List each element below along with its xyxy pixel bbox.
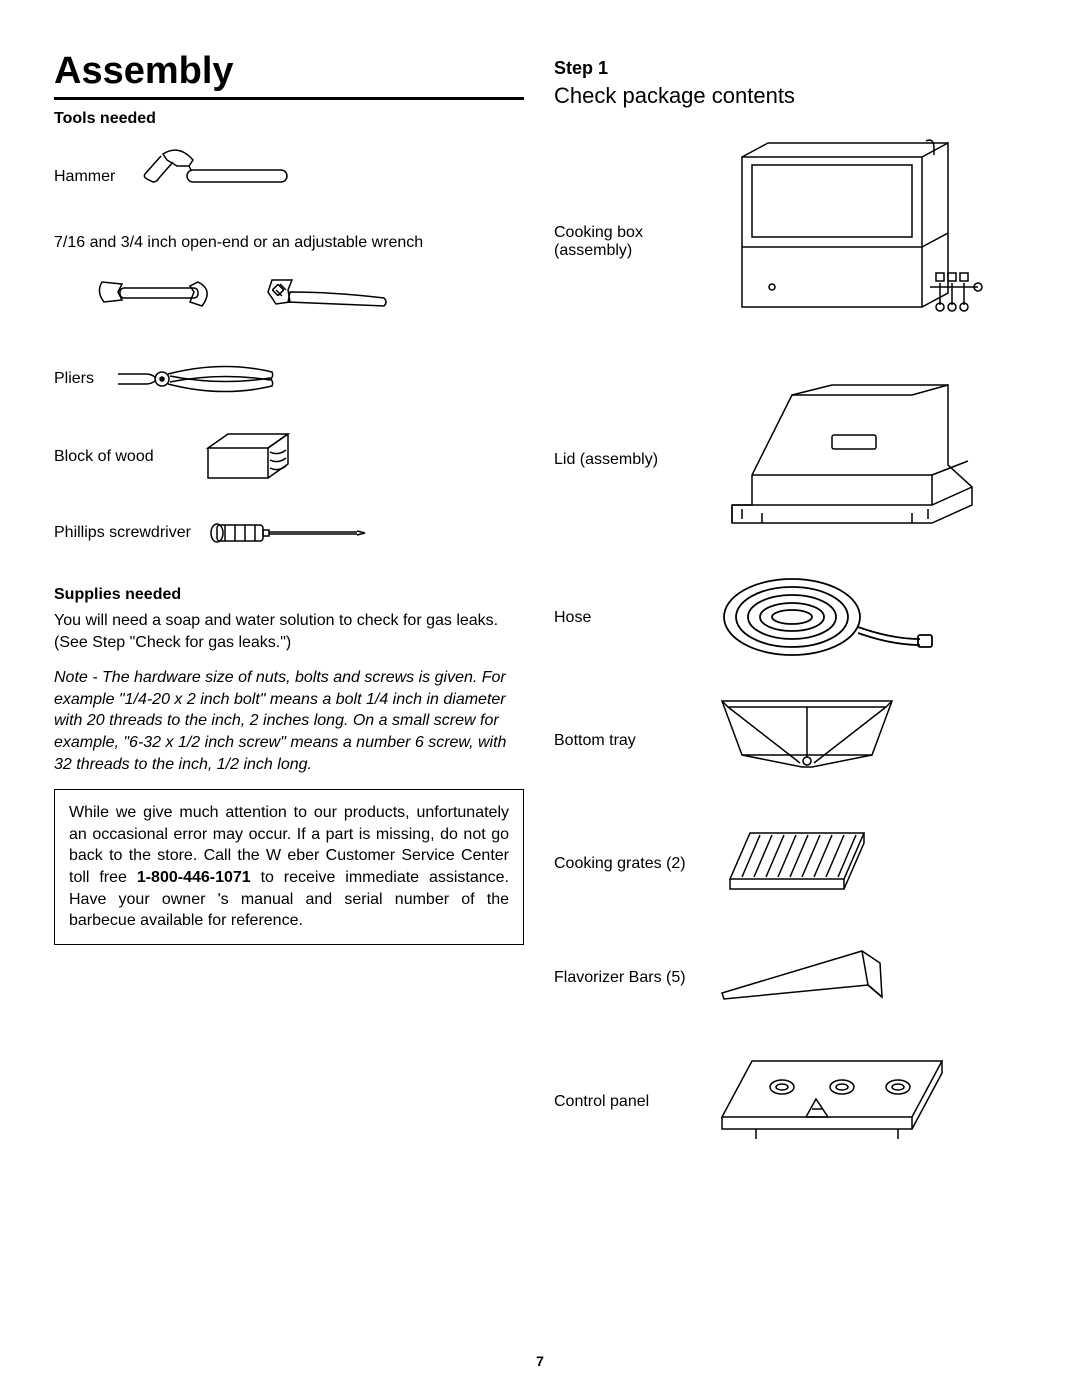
hose-label: Hose — [554, 609, 694, 627]
page-title: Assembly — [54, 50, 524, 93]
bottom-tray-icon — [712, 691, 1024, 791]
item-control-panel: Control panel — [554, 1047, 1024, 1157]
hose-icon — [712, 573, 1024, 663]
step-title: Check package contents — [554, 83, 1024, 109]
cooking-box-icon — [712, 137, 1024, 347]
tool-phillips-label: Phillips screwdriver — [54, 524, 191, 542]
flavorizer-icon — [712, 943, 1024, 1013]
page-number: 7 — [0, 1353, 1080, 1369]
cooking-grates-icon — [712, 819, 1024, 909]
supplies-text: You will need a soap and water solution … — [54, 610, 524, 653]
left-column: Assembly Tools needed Hammer 7/16 and 3/… — [54, 50, 524, 1157]
wrench-icon — [94, 262, 524, 332]
lid-label: Lid (assembly) — [554, 451, 694, 469]
control-panel-icon — [712, 1047, 1024, 1157]
supplies-heading: Supplies needed — [54, 586, 524, 604]
hardware-note: Note - The hardware size of nuts, bolts … — [54, 667, 524, 775]
tool-pliers-label: Pliers — [54, 370, 94, 388]
step-label: Step 1 — [554, 58, 1024, 79]
tool-block-row: Block of wood — [54, 428, 524, 486]
hammer-icon — [133, 146, 293, 208]
item-lid: Lid (assembly) — [554, 375, 1024, 545]
tool-hammer-row: Hammer — [54, 146, 524, 208]
lid-icon — [712, 375, 1024, 545]
item-flavorizer: Flavorizer Bars (5) — [554, 943, 1024, 1013]
columns: Assembly Tools needed Hammer 7/16 and 3/… — [54, 50, 1026, 1157]
screwdriver-icon — [209, 520, 369, 546]
bottom-tray-label: Bottom tray — [554, 732, 694, 750]
title-rule — [54, 97, 524, 100]
right-column: Step 1 Check package contents Cooking bo… — [554, 50, 1024, 1157]
item-hose: Hose — [554, 573, 1024, 663]
tool-hammer-label: Hammer — [54, 168, 115, 186]
page: Assembly Tools needed Hammer 7/16 and 3/… — [0, 0, 1080, 1397]
flavorizer-label: Flavorizer Bars (5) — [554, 969, 694, 987]
tool-phillips-row: Phillips screwdriver — [54, 520, 524, 546]
control-panel-label: Control panel — [554, 1093, 694, 1111]
item-cooking-grates: Cooking grates (2) — [554, 819, 1024, 909]
notice-box: While we give much attention to our prod… — [54, 789, 524, 945]
cooking-grates-label: Cooking grates (2) — [554, 855, 694, 873]
tools-heading: Tools needed — [54, 110, 524, 128]
item-cooking-box: Cooking box (assembly) — [554, 137, 1024, 347]
wood-block-icon — [198, 428, 298, 486]
pliers-icon — [112, 356, 282, 402]
tool-wrench-label: 7/16 and 3/4 inch open-end or an adjusta… — [54, 234, 524, 252]
cooking-box-label: Cooking box (assembly) — [554, 224, 694, 260]
tool-pliers-row: Pliers — [54, 356, 524, 402]
tool-block-label: Block of wood — [54, 448, 154, 466]
notice-phone: 1-800-446-1071 — [137, 869, 251, 886]
item-bottom-tray: Bottom tray — [554, 691, 1024, 791]
